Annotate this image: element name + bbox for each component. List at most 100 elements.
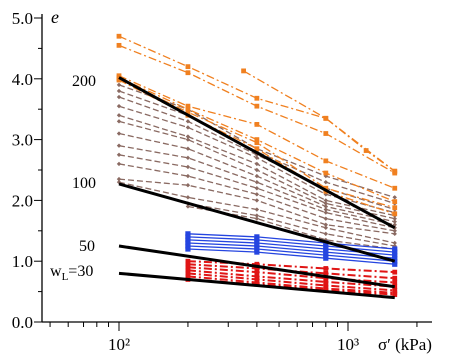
reference-label-100: 100: [72, 175, 96, 192]
brown-series-point: [323, 225, 329, 230]
brown-series-point: [185, 155, 191, 161]
brown-series-point: [254, 155, 260, 161]
blue-series-point: [254, 249, 260, 255]
blue-series-point: [392, 246, 398, 252]
blue-series-point: [185, 234, 191, 240]
orange-series-line-3: [243, 70, 396, 172]
red-series-point: [254, 261, 260, 267]
wl-subscript: L: [62, 271, 69, 283]
y-tick-label: 3.0: [12, 131, 33, 150]
red-series-point: [254, 277, 260, 282]
brown-series-point: [392, 195, 397, 200]
brown-series-line-14: [187, 205, 395, 250]
blue-series-point: [392, 261, 398, 267]
brown-series-line-8: [118, 145, 395, 226]
orange-series-point: [323, 115, 329, 121]
brown-series-point: [392, 231, 397, 237]
brown-series-point: [392, 240, 397, 246]
orange-series-point: [392, 168, 398, 174]
orange-series-point: [392, 211, 398, 217]
red-series-point: [185, 274, 191, 279]
orange-series-point: [185, 103, 191, 109]
brown-series-point: [116, 176, 122, 182]
blue-series-point: [323, 255, 329, 261]
reference-label-wl30: wL=30: [50, 263, 93, 283]
y-tick-label: 1.0: [12, 252, 33, 271]
orange-series-point: [241, 68, 246, 74]
blue-series-point: [323, 246, 329, 252]
orange-series-point: [254, 140, 260, 146]
brown-series-line-13: [187, 202, 395, 247]
brown-series: [116, 82, 397, 252]
brown-series-point: [116, 119, 122, 124]
axes: 0.0 1.0 2.0 3.0 4.0 5.0 10² 10³ e σ′ (kPa): [12, 7, 432, 354]
reference-line-30: [118, 271, 395, 300]
red-series-point: [185, 264, 191, 270]
brown-series-point: [254, 167, 260, 173]
brown-series-point: [323, 179, 329, 185]
reference-line-labels: 200 100 50 wL=30: [50, 73, 96, 283]
brown-series-point: [323, 222, 329, 227]
orange-series-point: [323, 185, 329, 191]
red-series-point: [323, 275, 329, 281]
blue-series-line-5: [187, 245, 395, 262]
brown-series-point: [392, 216, 397, 221]
brown-series-point: [254, 207, 260, 212]
brown-series-point: [116, 88, 122, 94]
red-series-point: [185, 258, 191, 264]
red-series-point: [392, 280, 398, 285]
blue-series-point: [392, 252, 398, 258]
red-series-point: [185, 270, 191, 276]
blue-series-point: [185, 246, 191, 252]
orange-series-point: [392, 205, 398, 211]
brown-series-point: [185, 183, 191, 188]
brown-series-point: [185, 119, 191, 124]
brown-series-point: [185, 134, 191, 139]
blue-series-line-1: [187, 233, 395, 250]
y-tick-label: 4.0: [12, 70, 33, 89]
brown-series-point: [254, 161, 260, 167]
red-series-line-3: [187, 266, 395, 284]
blue-series-point: [254, 234, 260, 240]
orange-series-point: [254, 146, 260, 152]
brown-series-point: [254, 173, 260, 179]
brown-series-point: [254, 186, 260, 191]
blue-series-point: [392, 249, 398, 255]
brown-series-point: [392, 228, 397, 233]
red-series-point: [392, 292, 398, 298]
wl-value: =30: [68, 263, 93, 280]
red-series-line-4: [187, 269, 395, 288]
red-series-point: [185, 267, 191, 273]
blue-series-point: [185, 240, 191, 246]
brown-series-point: [323, 207, 329, 212]
brown-series-point: [116, 161, 122, 167]
orange-series-point: [116, 33, 122, 39]
blue-series-point: [323, 252, 329, 258]
brown-series-point: [254, 216, 260, 221]
brown-series-point: [116, 179, 122, 185]
brown-series-point: [116, 113, 122, 118]
x-tick-label: 10²: [108, 335, 130, 354]
blue-series-point: [392, 255, 398, 261]
red-series-point: [185, 261, 191, 267]
red-series-point: [323, 283, 329, 288]
orange-series-point: [116, 77, 122, 83]
blue-series: [185, 231, 398, 267]
reference-label-50: 50: [79, 238, 95, 255]
reference-lines: [118, 76, 396, 300]
red-series: [185, 258, 398, 298]
blue-series-point: [254, 240, 260, 246]
blue-series-point: [323, 249, 329, 255]
brown-series-point: [116, 131, 122, 136]
brown-series-point: [254, 213, 260, 218]
orange-series-point: [254, 95, 260, 101]
brown-series-point: [185, 173, 191, 179]
blue-series-point: [185, 231, 191, 237]
orange-series-point: [185, 70, 191, 76]
blue-series-point: [185, 243, 191, 249]
brown-series-point: [323, 204, 329, 209]
red-series-point: [392, 269, 398, 275]
orange-series-point: [254, 137, 260, 142]
orange-series-point: [254, 103, 260, 109]
brown-series-point: [116, 143, 122, 148]
